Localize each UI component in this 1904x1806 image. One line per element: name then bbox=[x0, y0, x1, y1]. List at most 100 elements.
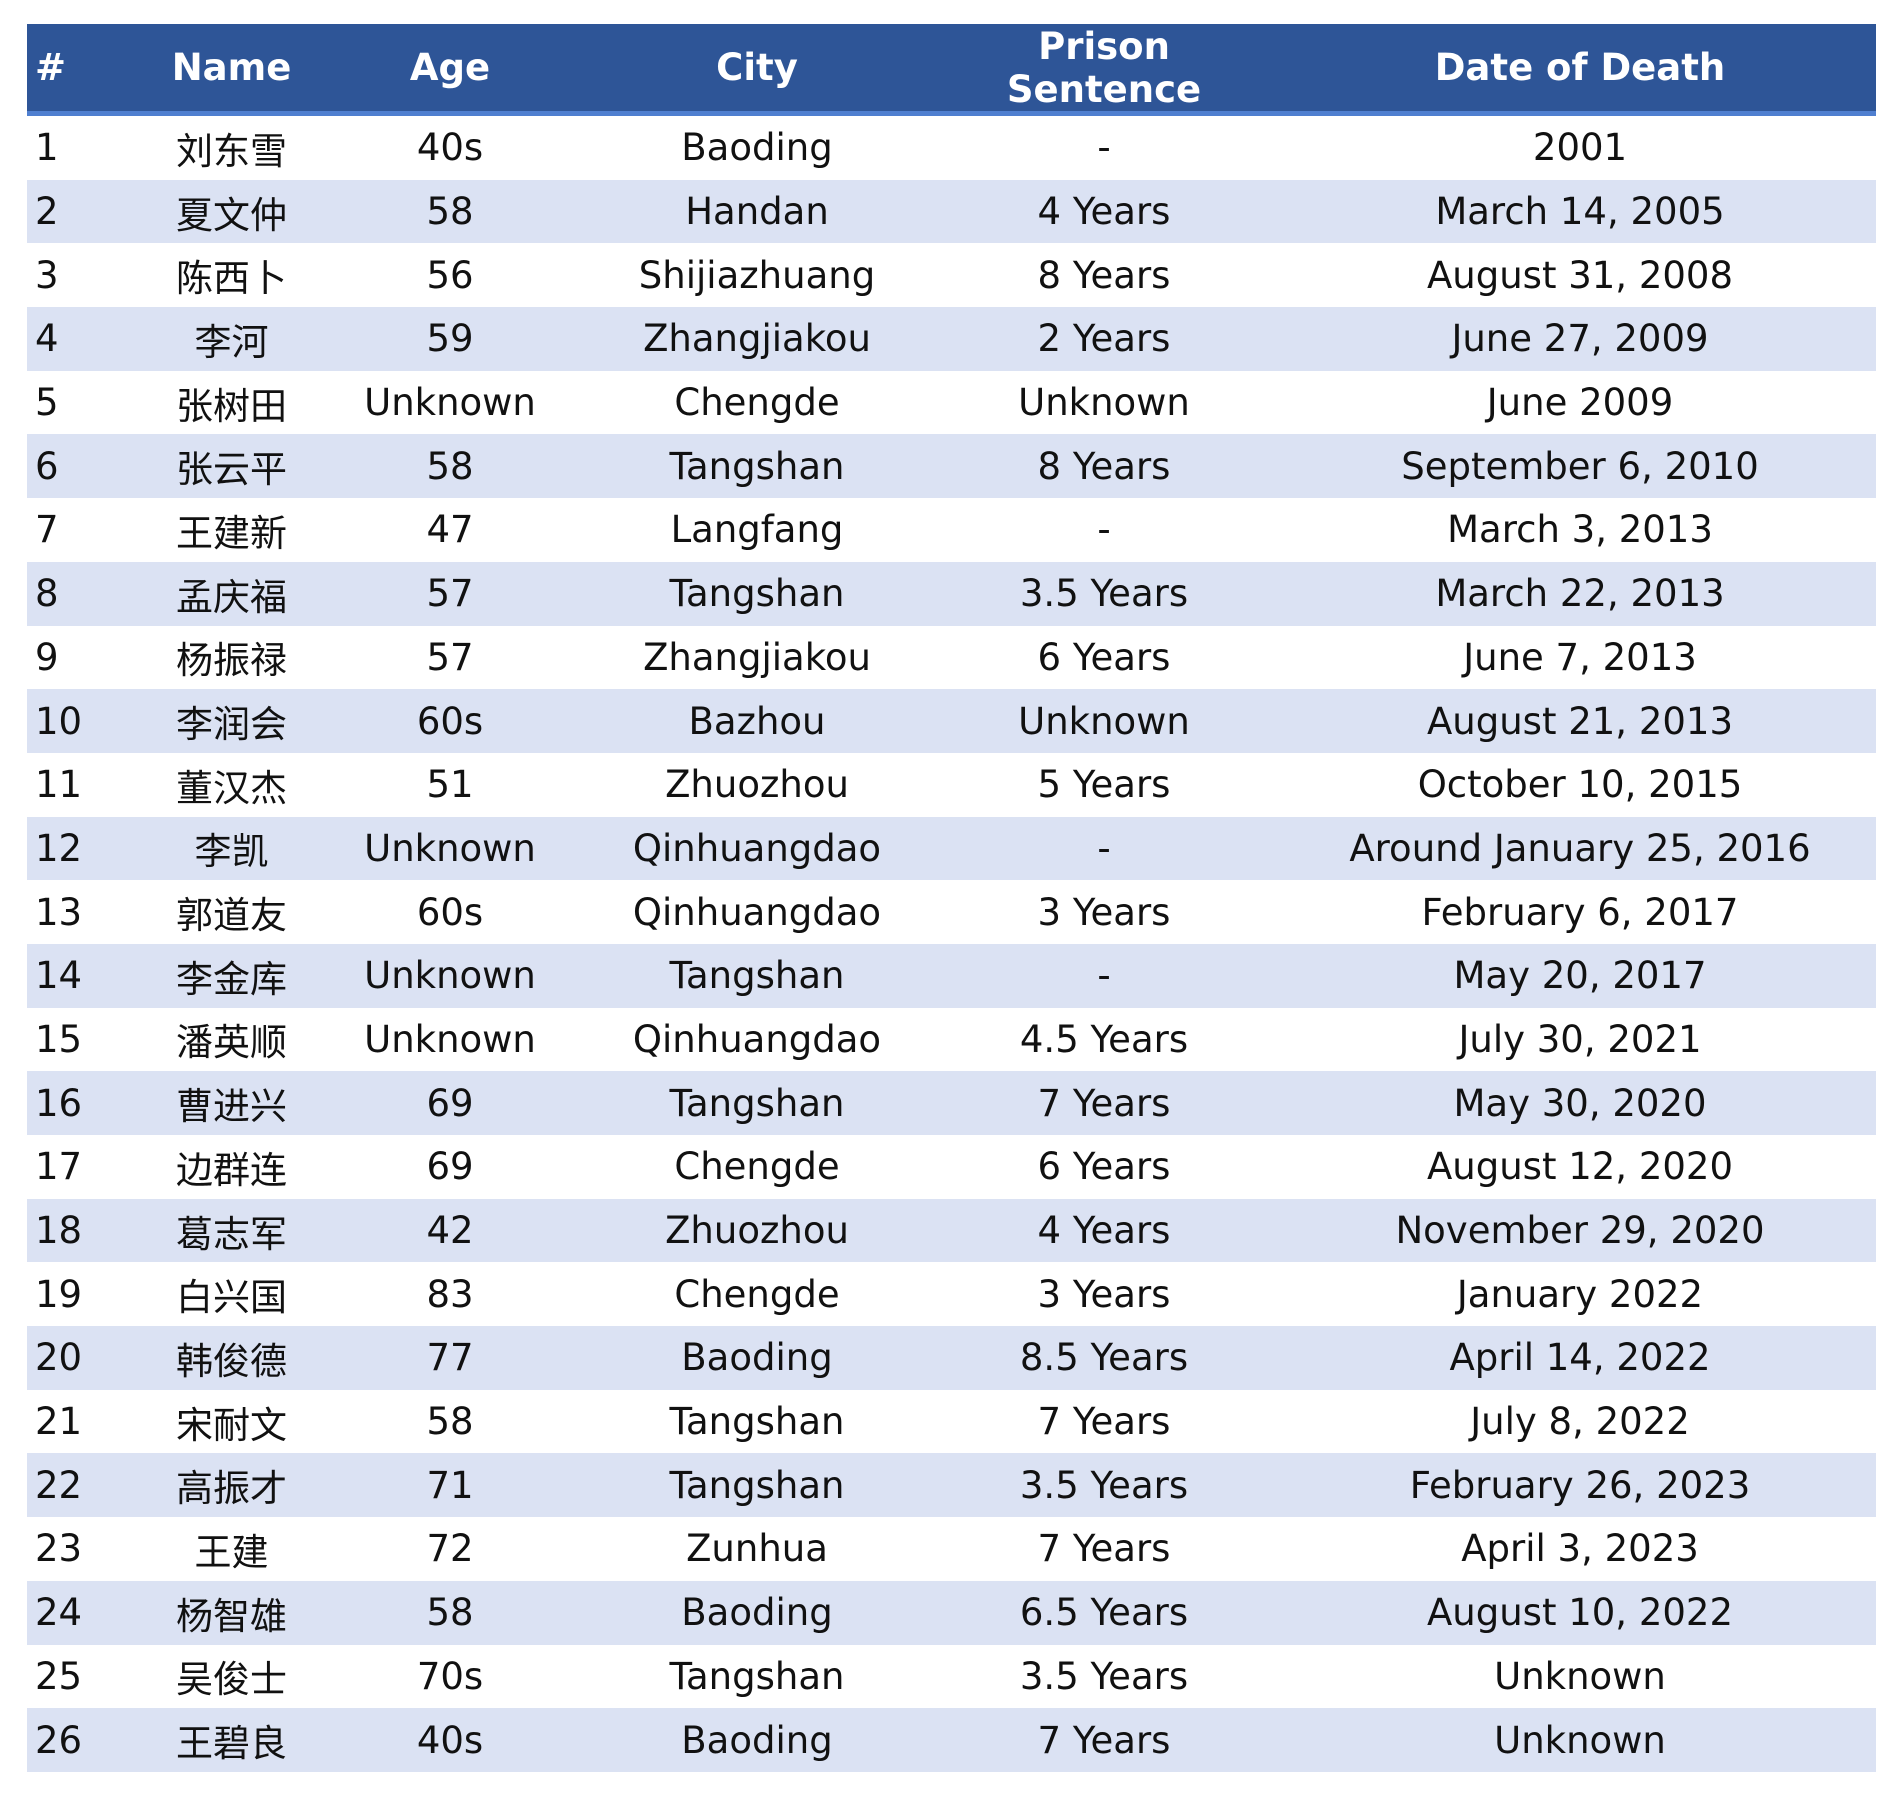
table-cell: March 14, 2005 bbox=[1252, 179, 1876, 244]
table-cell: 16 bbox=[27, 1071, 121, 1135]
table-cell: Baoding bbox=[558, 1326, 956, 1390]
table-row: 26 王碧良 40s Baoding 7 Years Unknown bbox=[27, 1708, 1876, 1772]
table-cell: 24 bbox=[27, 1580, 121, 1645]
table-cell: 15 bbox=[35, 1017, 83, 1061]
table-cell: 6 Years bbox=[1037, 1145, 1171, 1189]
table-cell: 72 bbox=[426, 1527, 474, 1571]
table-cell: 张云平 bbox=[121, 434, 342, 499]
table-cell: Qinhuangdao bbox=[558, 816, 956, 881]
table-cell: Zhuozhou bbox=[665, 763, 849, 807]
table-cell: September 6, 2010 bbox=[1252, 434, 1876, 499]
table-row: 16 曹进兴 69 Tangshan 7 Years May 30, 2020 bbox=[27, 1071, 1876, 1135]
table-row: 14 李金库 Unknown Tangshan - May 20, 2017 bbox=[27, 943, 1876, 1008]
table-cell: 7 bbox=[35, 508, 59, 552]
table-cell: Chengde bbox=[674, 1145, 840, 1189]
table-row: 3 陈西卜 56 Shijiazhuang 8 Years August 31, 2008 bbox=[27, 243, 1876, 307]
table-cell: 4 Years bbox=[956, 1198, 1252, 1263]
table-row: 22 高振才 71 Tangshan 3.5 Years February 26, 202… bbox=[27, 1453, 1876, 1518]
table-cell: 22 bbox=[27, 1453, 121, 1518]
table-row: 6 张云平 58 Tangshan 8 Years September 6, 2010 bbox=[27, 434, 1876, 499]
table-cell: 董汉杰 bbox=[176, 766, 287, 810]
table-cell: 4 Years bbox=[956, 179, 1252, 244]
table-cell: Unknown bbox=[342, 943, 558, 1008]
table-cell: August 21, 2013 bbox=[1252, 689, 1876, 753]
table-row: 12 李凯 Unknown Qinhuangdao - Around January 25… bbox=[27, 816, 1876, 881]
table-cell: 7 Years bbox=[956, 1071, 1252, 1135]
table-cell: May 20, 2017 bbox=[1252, 943, 1876, 1008]
table-cell: 6.5 Years bbox=[956, 1580, 1252, 1645]
table-cell: 57 bbox=[342, 561, 558, 626]
table-row: 10 李润会 60s Bazhou Unknown August 21, 2013 bbox=[27, 689, 1876, 753]
table-row: 19 白兴国 83 Chengde 3 Years January 2022 bbox=[27, 1262, 1876, 1326]
table-cell: 5 bbox=[35, 381, 59, 425]
table-cell: Bazhou bbox=[558, 689, 956, 753]
table-cell: 9 bbox=[35, 635, 59, 679]
table-cell: Tangshan bbox=[558, 943, 956, 1008]
table-cell: 71 bbox=[342, 1453, 558, 1518]
table-cell: 王建新 bbox=[176, 511, 287, 555]
table-cell: 高振才 bbox=[121, 1453, 342, 1518]
table-row: 5 张树田 Unknown Chengde Unknown June 2009 bbox=[27, 371, 1876, 435]
table-cell: June 27, 2009 bbox=[1252, 307, 1876, 371]
column-header: Prison Sentence bbox=[956, 24, 1252, 116]
table-cell: 3.5 Years bbox=[1019, 1654, 1189, 1698]
table-row: 18 葛志军 42 Zhuozhou 4 Years November 29, 2020 bbox=[27, 1198, 1876, 1263]
table-cell: 杨振禄 bbox=[176, 639, 287, 683]
table-cell: 59 bbox=[342, 307, 558, 371]
table-cell: 李凯 bbox=[121, 816, 342, 881]
table-cell: 23 bbox=[35, 1527, 83, 1571]
table-row: 4 李河 59 Zhangjiakou 2 Years June 27, 2009 bbox=[27, 307, 1876, 371]
table-cell: 69 bbox=[426, 1145, 474, 1189]
table-cell: Chengde bbox=[674, 1272, 840, 1316]
table-cell: 7 Years bbox=[1037, 1527, 1171, 1571]
table-row: 17 边群连 69 Chengde 6 Years August 12, 2020 bbox=[27, 1135, 1876, 1199]
table-cell: 2001 bbox=[1532, 126, 1628, 170]
table-cell: Qinhuangdao bbox=[632, 890, 882, 934]
table-cell: 58 bbox=[426, 1400, 474, 1444]
table-cell: 张树田 bbox=[176, 384, 287, 428]
table-cell: October 10, 2015 bbox=[1417, 763, 1743, 807]
table-cell: Tangshan bbox=[669, 1654, 845, 1698]
table-cell: 20 bbox=[27, 1326, 121, 1390]
table-cell: 李金库 bbox=[121, 943, 342, 1008]
table-cell: 83 bbox=[426, 1272, 474, 1316]
table-cell: 3 Years bbox=[1037, 1272, 1171, 1316]
table-cell: April 3, 2023 bbox=[1461, 1527, 1699, 1571]
table-cell: 8 bbox=[27, 561, 121, 626]
table-cell: 11 bbox=[35, 763, 83, 807]
table-cell: Tangshan bbox=[669, 1400, 845, 1444]
table-cell: 25 bbox=[35, 1654, 83, 1698]
table-cell: 58 bbox=[342, 434, 558, 499]
table-cell: 李润会 bbox=[121, 689, 342, 753]
column-header: Age bbox=[342, 24, 558, 116]
column-header: Name bbox=[121, 24, 342, 116]
table-cell: June 7, 2013 bbox=[1463, 635, 1697, 679]
table-cell: Langfang bbox=[670, 508, 844, 552]
table-cell: February 6, 2017 bbox=[1421, 890, 1739, 934]
table-cell: 8 Years bbox=[1037, 253, 1171, 297]
table-cell: 58 bbox=[342, 179, 558, 244]
table-cell: 李河 bbox=[121, 307, 342, 371]
table-cell: Shijiazhuang bbox=[638, 253, 876, 297]
table-cell: 7 Years bbox=[1037, 1400, 1171, 1444]
table-row: 1 刘东雪 40s Baoding - 2001 bbox=[27, 114, 1876, 180]
table-cell: 宋耐文 bbox=[176, 1403, 287, 1447]
table-cell: 韩俊德 bbox=[121, 1326, 342, 1390]
table-cell: Unknown bbox=[364, 1017, 536, 1061]
table-cell: 3.5 Years bbox=[956, 1453, 1252, 1518]
table-cell: Zhuozhou bbox=[558, 1198, 956, 1263]
table-cell: August 31, 2008 bbox=[1426, 253, 1733, 297]
table-row: 9 杨振禄 57 Zhangjiakou 6 Years June 7, 2013 bbox=[27, 626, 1876, 690]
table-cell: 5 Years bbox=[1037, 763, 1171, 807]
table-cell: 2 bbox=[27, 179, 121, 244]
table-cell: 60s bbox=[416, 890, 484, 934]
table-cell: 6 Years bbox=[1037, 635, 1171, 679]
table-cell: Baoding bbox=[681, 126, 833, 170]
table-cell: Chengde bbox=[674, 381, 840, 425]
table-cell: Tangshan bbox=[558, 1453, 956, 1518]
table-cell: 77 bbox=[342, 1326, 558, 1390]
table-cell: 42 bbox=[342, 1198, 558, 1263]
table-cell: Qinhuangdao bbox=[632, 1017, 882, 1061]
table-row: 23 王建 72 Zunhua 7 Years April 3, 2023 bbox=[27, 1517, 1876, 1581]
table-cell: 夏文仲 bbox=[121, 179, 342, 244]
